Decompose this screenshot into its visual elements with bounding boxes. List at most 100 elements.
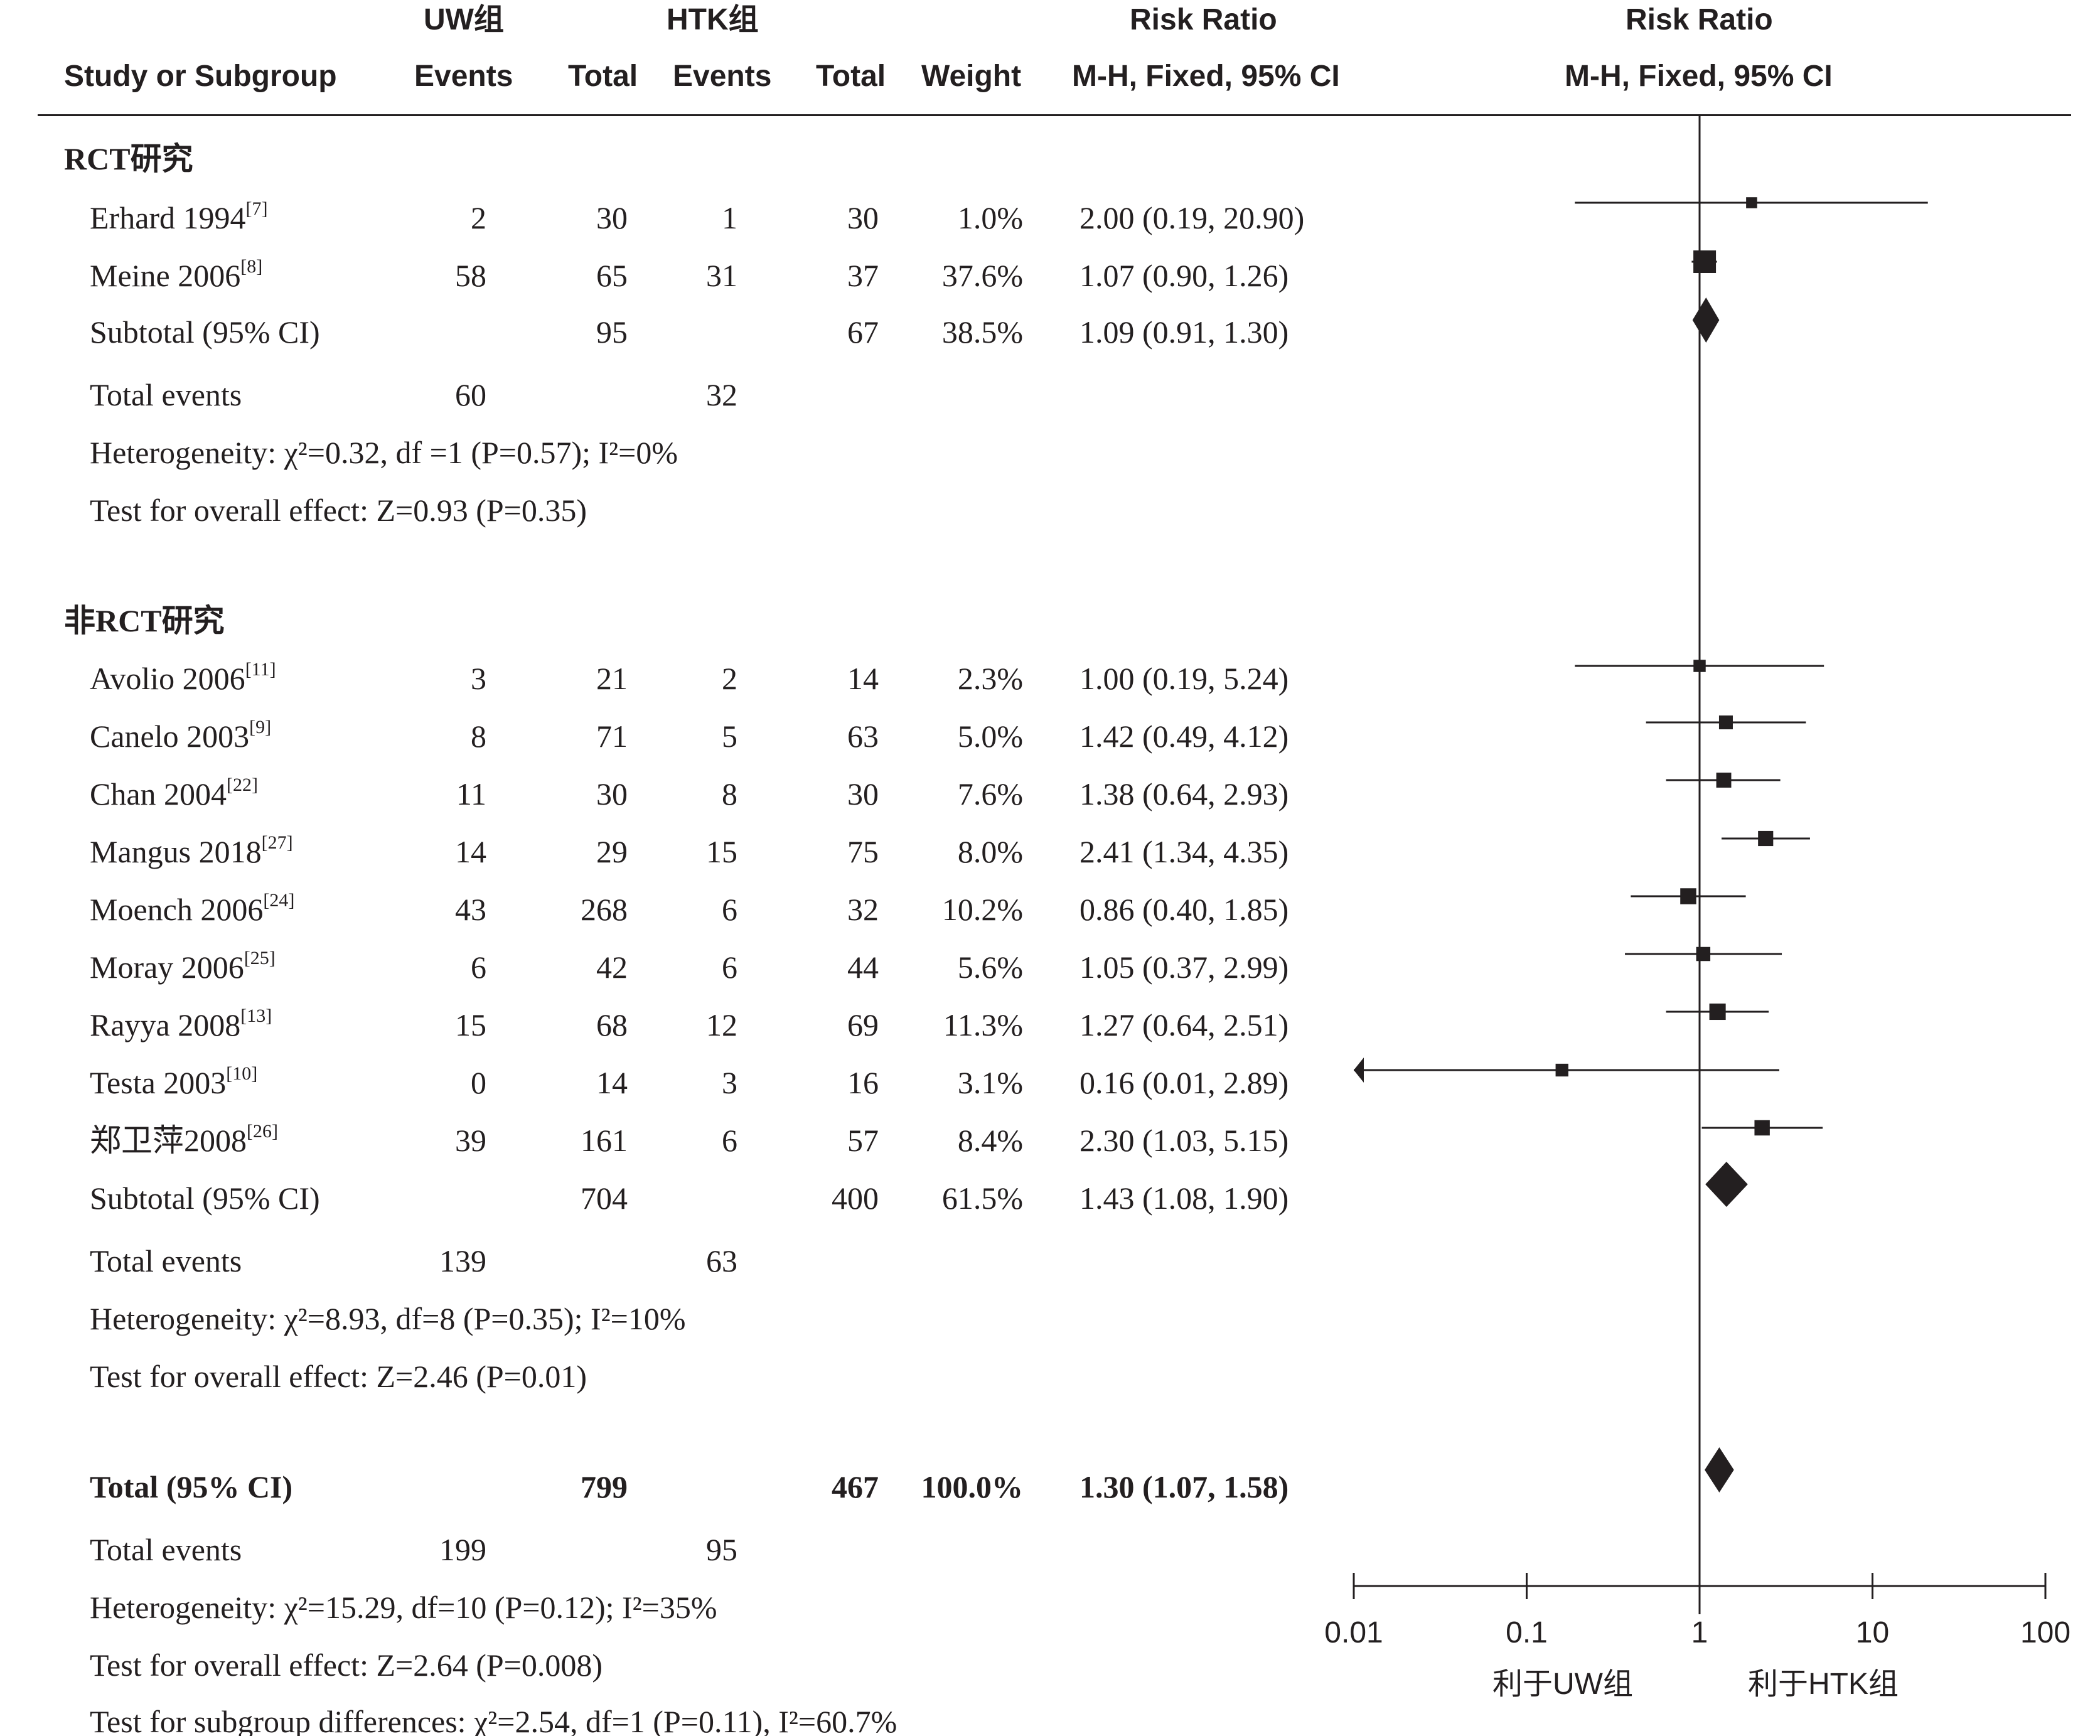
x-tick-label: 0.01 <box>1324 1616 1383 1649</box>
study-total2: 14 <box>847 661 879 696</box>
point-estimate-box <box>1716 773 1732 788</box>
study-total1: 71 <box>596 719 628 754</box>
point-estimate-box <box>1718 715 1733 730</box>
subtotal-label-rct: Subtotal (95% CI) <box>90 314 320 350</box>
study-weight: 8.4% <box>957 1123 1023 1158</box>
total-events-label-rct: Total events <box>90 377 242 412</box>
study-total2: 32 <box>847 892 879 927</box>
point-estimate-box <box>1709 1003 1726 1021</box>
subtotal-total2-nonrct: 400 <box>832 1181 879 1216</box>
study-name: Chan 2004[22] <box>90 776 258 810</box>
rr-title-plot: Risk Ratio <box>1626 3 1773 36</box>
study-events1: 2 <box>471 200 486 235</box>
pooled-diamond <box>1692 297 1720 343</box>
study-total2: 75 <box>847 834 879 869</box>
study-weight: 5.0% <box>957 719 1023 754</box>
subgroup-differences: Test for subgroup differences: χ²=2.54, … <box>90 1704 897 1736</box>
total-events1-overall: 199 <box>439 1532 486 1567</box>
x-tick-label: 100 <box>2020 1616 2071 1649</box>
study-ci: 1.42 (0.49, 4.12) <box>1079 719 1289 754</box>
events2-header: Events <box>673 60 772 93</box>
x-tick-label: 10 <box>1855 1616 1890 1649</box>
study-reference: [27] <box>261 832 293 853</box>
pooled-diamond <box>1705 1162 1748 1207</box>
study-weight: 10.2% <box>941 892 1023 927</box>
heterogeneity-rct: Heterogeneity: χ²=0.32, df =1 (P=0.57); … <box>90 435 678 470</box>
pooled-diamond <box>1705 1447 1734 1492</box>
total-events-label-overall: Total events <box>90 1532 242 1567</box>
study-reference: [24] <box>263 890 295 911</box>
study-total1: 68 <box>596 1007 628 1042</box>
study-weight: 2.3% <box>957 661 1023 696</box>
overall-effect-overall: Test for overall effect: Z=2.64 (P=0.008… <box>90 1648 603 1683</box>
total-events2-rct: 32 <box>706 377 737 412</box>
study-ci: 2.41 (1.34, 4.35) <box>1079 834 1289 869</box>
study-header: Study or Subgroup <box>64 60 337 93</box>
study-ci: 1.27 (0.64, 2.51) <box>1079 1007 1289 1042</box>
study-name: Avolio 2006[11] <box>90 660 276 695</box>
study-name-text: Canelo 2003 <box>90 719 250 754</box>
study-events1: 11 <box>456 776 486 812</box>
total-events2-overall: 95 <box>706 1532 737 1567</box>
study-events2: 6 <box>722 1123 737 1158</box>
subtotal-ci-rct: 1.09 (0.91, 1.30) <box>1079 314 1289 350</box>
study-events2: 5 <box>722 719 737 754</box>
overall-ci: 1.30 (1.07, 1.58) <box>1079 1469 1289 1504</box>
study-weight: 37.6% <box>941 258 1023 293</box>
heterogeneity-overall: Heterogeneity: χ²=15.29, df=10 (P=0.12);… <box>90 1590 717 1625</box>
point-estimate-box <box>1693 660 1706 672</box>
study-total2: 63 <box>847 719 879 754</box>
study-events1: 43 <box>455 892 486 927</box>
study-name: Moray 2006[25] <box>90 949 276 983</box>
group1-title: UW组 <box>424 3 504 36</box>
favours-left-label: 利于UW组 <box>1492 1668 1633 1701</box>
study-reference: [7] <box>245 198 268 219</box>
point-estimate-box <box>1754 1120 1770 1136</box>
events1-header: Events <box>414 60 513 93</box>
study-reference: [11] <box>245 659 276 680</box>
study-total2: 30 <box>847 776 879 812</box>
study-events1: 15 <box>455 1007 486 1042</box>
study-weight: 7.6% <box>957 776 1023 812</box>
study-events2: 6 <box>722 892 737 927</box>
study-weight: 8.0% <box>957 834 1023 869</box>
study-reference: [10] <box>226 1063 258 1084</box>
study-name: Moench 2006[24] <box>90 891 294 926</box>
study-events2: 3 <box>722 1065 737 1100</box>
subtotal-total2-rct: 67 <box>847 314 879 350</box>
study-total2: 37 <box>847 258 879 293</box>
study-reference: [9] <box>249 717 272 737</box>
rr-title-table: Risk Ratio <box>1130 3 1277 36</box>
heterogeneity-nonrct: Heterogeneity: χ²=8.93, df=8 (P=0.35); I… <box>90 1301 686 1336</box>
total2-header: Total <box>816 60 886 93</box>
study-ci: 2.00 (0.19, 20.90) <box>1079 200 1305 235</box>
study-weight: 3.1% <box>957 1065 1023 1100</box>
point-estimate-box <box>1555 1063 1568 1077</box>
study-events1: 8 <box>471 719 486 754</box>
study-total2: 30 <box>847 200 879 235</box>
subtotal-weight-nonrct: 61.5% <box>941 1181 1023 1216</box>
group-title-nonrct: 非RCT研究 <box>64 603 225 638</box>
study-name: Mangus 2018[27] <box>90 833 293 869</box>
study-name: Rayya 2008[13] <box>90 1007 272 1041</box>
study-reference: [13] <box>240 1005 272 1026</box>
study-weight: 5.6% <box>957 950 1023 985</box>
total-events-label-nonrct: Total events <box>90 1243 242 1278</box>
study-ci: 0.86 (0.40, 1.85) <box>1079 892 1289 927</box>
study-name-text: Mangus 2018 <box>90 834 262 869</box>
study-events1: 14 <box>455 834 486 869</box>
study-reference: [26] <box>247 1121 278 1142</box>
study-events1: 6 <box>471 950 486 985</box>
study-name: 郑卫萍2008[26] <box>90 1122 278 1157</box>
study-events1: 3 <box>471 661 486 696</box>
point-estimate-box <box>1746 197 1757 208</box>
study-ci: 0.16 (0.01, 2.89) <box>1079 1065 1289 1100</box>
study-events2: 31 <box>706 258 737 293</box>
favours-right-label: 利于HTK组 <box>1748 1668 1899 1701</box>
overall-effect-rct: Test for overall effect: Z=0.93 (P=0.35) <box>90 493 587 528</box>
study-ci: 2.30 (1.03, 5.15) <box>1079 1123 1289 1158</box>
study-events2: 2 <box>722 661 737 696</box>
study-reference: [22] <box>227 774 259 795</box>
study-reference: [8] <box>240 256 263 277</box>
